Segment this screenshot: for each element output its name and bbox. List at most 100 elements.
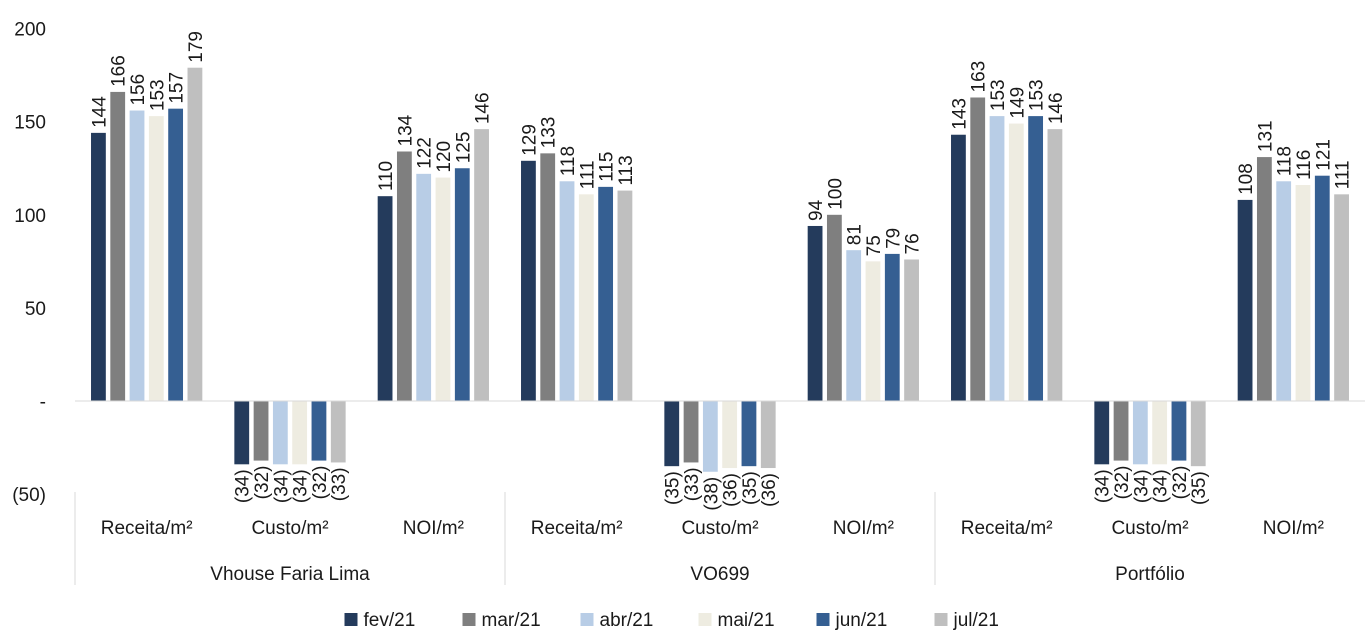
bar	[664, 401, 680, 467]
data-label: 153	[988, 79, 1009, 111]
bar	[1276, 181, 1292, 401]
category-label: Custo/m²	[1111, 518, 1188, 539]
bar	[540, 153, 556, 401]
category-label: Receita/m²	[531, 518, 623, 539]
bar	[1334, 194, 1349, 401]
group-label: VO699	[690, 564, 749, 585]
data-label: (34)	[291, 469, 312, 503]
bar	[521, 160, 536, 401]
bar	[311, 401, 327, 461]
data-label: 118	[1275, 146, 1296, 176]
data-label: 81	[845, 224, 866, 245]
data-label: (38)	[701, 477, 722, 511]
legend-label: jul/21	[953, 610, 999, 631]
bar	[91, 132, 106, 401]
legend-item: abr/21	[580, 610, 653, 631]
data-label: 111	[577, 160, 598, 189]
legend-swatch	[934, 613, 948, 626]
legend-item: jun/21	[816, 610, 888, 631]
y-tick-label: 50	[25, 299, 46, 320]
bar	[1171, 401, 1187, 461]
data-label: 149	[1007, 87, 1028, 119]
bar	[1028, 116, 1044, 402]
y-tick-label: (50)	[12, 485, 46, 506]
bar	[683, 401, 699, 463]
data-label: 118	[558, 146, 579, 176]
bar	[292, 401, 308, 465]
category-label: NOI/m²	[833, 518, 894, 539]
bar	[559, 181, 575, 401]
bar	[129, 110, 145, 401]
data-label: (32)	[1170, 466, 1191, 500]
data-label: 113	[616, 155, 637, 185]
category-label: Receita/m²	[101, 518, 193, 539]
data-label: 146	[1046, 92, 1067, 124]
data-labels: 144166156153157179(34)(32)(34)(34)(32)(3…	[89, 31, 1353, 511]
data-label: (35)	[740, 471, 761, 505]
bar	[1190, 401, 1206, 467]
bar	[187, 67, 203, 401]
bar	[578, 194, 594, 401]
data-label: 134	[395, 114, 416, 146]
bar	[1047, 129, 1063, 401]
bar	[865, 261, 881, 401]
data-label: (36)	[721, 473, 742, 507]
legend-swatch	[344, 613, 358, 626]
y-axis: 200 150 100 50 - (50)	[12, 20, 46, 507]
bars	[91, 67, 1349, 472]
data-label: 166	[109, 55, 130, 87]
data-label: 163	[969, 61, 990, 93]
x-axis: Receita/m² Custo/m² NOI/m² Receita/m² Custo/…	[74, 400, 1365, 585]
data-label: (33)	[682, 467, 703, 501]
bar	[598, 186, 614, 401]
data-label: (34)	[1093, 469, 1114, 503]
data-label: 115	[597, 152, 618, 182]
bar	[435, 177, 451, 401]
category-label: NOI/m²	[403, 518, 464, 539]
data-label: 146	[473, 92, 494, 124]
bar	[741, 401, 757, 467]
legend-label: mai/21	[718, 610, 775, 631]
data-label: 122	[415, 137, 436, 169]
data-label: 110	[376, 161, 397, 191]
data-label: (33)	[329, 467, 350, 501]
bar	[330, 401, 346, 463]
data-label: (34)	[271, 469, 292, 503]
group-label: Vhouse Faria Lima	[210, 564, 370, 585]
bar	[1094, 401, 1110, 465]
data-label: (35)	[663, 471, 684, 505]
bar	[253, 401, 269, 461]
data-label: (32)	[252, 466, 273, 500]
bar	[416, 173, 432, 401]
y-tick-label: 150	[14, 113, 46, 134]
data-label: 100	[825, 178, 846, 210]
data-label: 116	[1294, 150, 1315, 180]
legend: fev/21 mar/21 abr/21 mai/21 jun/21 jul/21	[344, 610, 999, 631]
category-label: NOI/m²	[1263, 518, 1324, 539]
legend-item: mai/21	[698, 610, 775, 631]
bar	[1132, 401, 1148, 465]
bar	[702, 401, 718, 472]
data-label: 157	[167, 72, 188, 104]
data-label: (32)	[310, 466, 331, 500]
legend-swatch	[462, 613, 476, 626]
legend-label: mar/21	[482, 610, 541, 631]
bar	[617, 190, 633, 401]
data-label: (34)	[233, 469, 254, 503]
y-tick-label: 100	[14, 206, 46, 227]
bar	[970, 97, 986, 402]
data-label: 153	[1027, 79, 1048, 111]
category-label: Custo/m²	[681, 518, 758, 539]
legend-swatch	[698, 613, 712, 626]
data-label: 79	[883, 228, 904, 249]
bar	[760, 401, 776, 469]
bar	[234, 401, 250, 465]
data-label: (34)	[1131, 469, 1152, 503]
bar	[1295, 185, 1311, 401]
bar	[826, 214, 842, 401]
legend-item: mar/21	[462, 610, 541, 631]
data-label: 156	[128, 74, 149, 106]
data-label: (34)	[1151, 469, 1172, 503]
legend-label: jun/21	[835, 610, 888, 631]
legend-label: fev/21	[364, 610, 416, 631]
